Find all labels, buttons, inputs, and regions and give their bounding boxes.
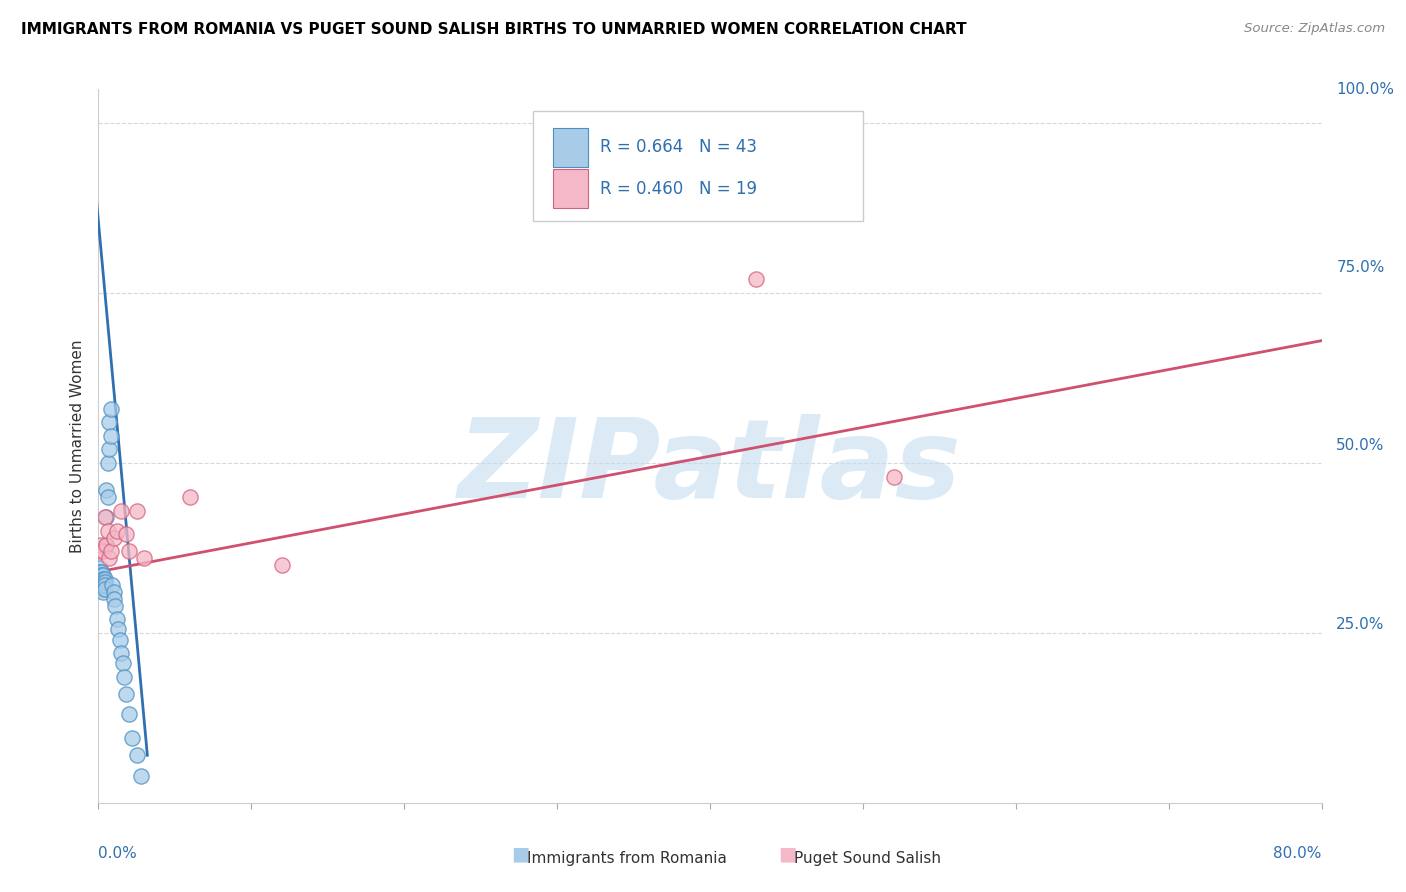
Point <box>125 503 148 517</box>
Y-axis label: Births to Unmarried Women: Births to Unmarried Women <box>70 339 86 553</box>
Point <box>883 469 905 483</box>
Point <box>100 401 122 416</box>
Point <box>103 591 125 606</box>
Point <box>118 544 141 558</box>
Point <box>97 456 120 470</box>
Point <box>97 524 120 538</box>
FancyBboxPatch shape <box>554 128 588 167</box>
Point <box>93 582 115 596</box>
Point <box>91 568 114 582</box>
Point <box>111 657 134 671</box>
Point <box>94 537 117 551</box>
Point <box>91 585 114 599</box>
Text: 50.0%: 50.0% <box>1336 439 1385 453</box>
Point <box>91 544 114 558</box>
Point <box>101 578 124 592</box>
Point <box>97 490 120 504</box>
Text: 100.0%: 100.0% <box>1336 82 1395 96</box>
Text: ■: ■ <box>778 844 797 863</box>
Point <box>91 578 114 592</box>
Point <box>90 537 112 551</box>
Point <box>105 524 128 538</box>
Point <box>90 578 112 592</box>
Point <box>270 558 292 572</box>
Point <box>129 769 152 783</box>
Point <box>107 623 129 637</box>
FancyBboxPatch shape <box>554 169 588 209</box>
Text: R = 0.664   N = 43: R = 0.664 N = 43 <box>600 138 756 156</box>
Point <box>93 510 115 524</box>
Point <box>89 572 111 586</box>
Point <box>94 537 117 551</box>
Point <box>108 632 131 647</box>
Point <box>90 565 112 579</box>
Point <box>98 442 121 457</box>
Text: 0.0%: 0.0% <box>98 846 138 861</box>
Text: 80.0%: 80.0% <box>1274 846 1322 861</box>
Point <box>100 544 122 558</box>
Point <box>89 561 111 575</box>
Point <box>118 707 141 722</box>
Point <box>93 574 115 589</box>
Point <box>90 572 112 586</box>
Point <box>98 415 121 429</box>
Point <box>115 527 138 541</box>
Point <box>103 531 125 545</box>
Point <box>110 503 132 517</box>
Point <box>105 612 128 626</box>
Point <box>98 551 121 566</box>
Point <box>125 748 148 763</box>
Point <box>94 483 117 498</box>
Point <box>89 568 111 582</box>
Text: R = 0.460   N = 19: R = 0.460 N = 19 <box>600 179 756 198</box>
Text: IMMIGRANTS FROM ROMANIA VS PUGET SOUND SALISH BIRTHS TO UNMARRIED WOMEN CORRELAT: IMMIGRANTS FROM ROMANIA VS PUGET SOUND S… <box>21 22 967 37</box>
Text: ZIPatlas: ZIPatlas <box>458 414 962 521</box>
Point <box>134 551 156 566</box>
Text: Immigrants from Romania: Immigrants from Romania <box>527 851 727 865</box>
Point <box>93 578 115 592</box>
Point <box>90 568 112 582</box>
Text: ■: ■ <box>510 844 530 863</box>
Point <box>91 574 114 589</box>
Point <box>115 687 138 701</box>
Point <box>93 572 115 586</box>
Point <box>90 574 112 589</box>
FancyBboxPatch shape <box>533 111 863 221</box>
Point <box>91 582 114 596</box>
Point <box>112 670 135 684</box>
Text: Puget Sound Salish: Puget Sound Salish <box>794 851 942 865</box>
Point <box>103 585 125 599</box>
Point <box>100 429 122 443</box>
Point <box>94 510 117 524</box>
Point <box>745 272 768 286</box>
Point <box>179 490 201 504</box>
Point <box>110 646 132 660</box>
Point <box>121 731 143 746</box>
Point <box>89 565 111 579</box>
Text: Source: ZipAtlas.com: Source: ZipAtlas.com <box>1244 22 1385 36</box>
Point <box>91 572 114 586</box>
Point <box>89 544 111 558</box>
Text: 75.0%: 75.0% <box>1336 260 1385 275</box>
Text: 25.0%: 25.0% <box>1336 617 1385 632</box>
Point <box>104 599 127 613</box>
